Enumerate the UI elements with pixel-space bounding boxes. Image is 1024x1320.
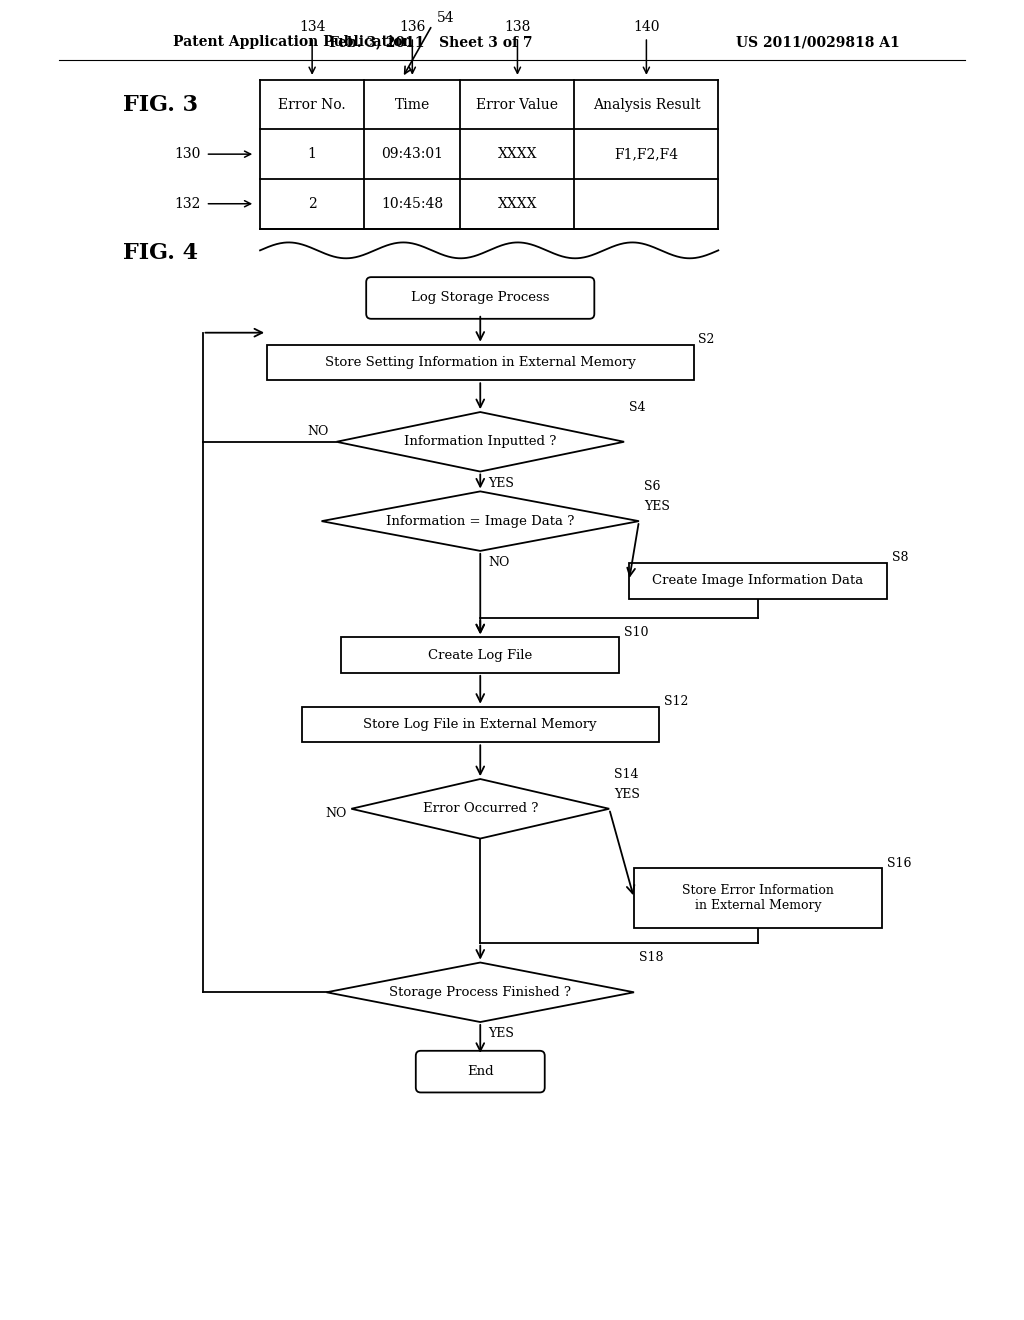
Text: 138: 138: [504, 20, 530, 34]
Text: S2: S2: [698, 333, 715, 346]
Text: F1,F2,F4: F1,F2,F4: [614, 147, 679, 161]
Text: Store Log File in External Memory: Store Log File in External Memory: [364, 718, 597, 731]
Polygon shape: [351, 779, 609, 838]
Text: NO: NO: [307, 425, 329, 438]
Text: Information Inputted ?: Information Inputted ?: [404, 436, 556, 449]
Text: Feb. 3, 2011   Sheet 3 of 7: Feb. 3, 2011 Sheet 3 of 7: [329, 36, 532, 49]
FancyBboxPatch shape: [367, 277, 594, 319]
Text: FIG. 3: FIG. 3: [123, 94, 199, 116]
Bar: [267, 345, 693, 380]
Text: S4: S4: [629, 400, 645, 413]
Text: 136: 136: [399, 20, 426, 34]
Text: XXXX: XXXX: [498, 197, 538, 211]
Text: YES: YES: [488, 478, 514, 491]
Text: S10: S10: [624, 626, 648, 639]
Text: Error No.: Error No.: [279, 98, 346, 112]
Text: 134: 134: [299, 20, 326, 34]
Text: Error Occurred ?: Error Occurred ?: [423, 803, 538, 816]
Text: Store Error Information
in External Memory: Store Error Information in External Memo…: [682, 884, 834, 912]
Text: 10:45:48: 10:45:48: [381, 197, 443, 211]
Text: Patent Application Publication: Patent Application Publication: [173, 36, 413, 49]
Text: Storage Process Finished ?: Storage Process Finished ?: [389, 986, 571, 999]
Text: 130: 130: [174, 147, 201, 161]
Text: S14: S14: [614, 767, 639, 780]
Bar: [634, 869, 882, 928]
Text: Create Log File: Create Log File: [428, 648, 532, 661]
Text: Create Image Information Data: Create Image Information Data: [652, 574, 863, 587]
Text: NO: NO: [325, 808, 346, 820]
Text: 132: 132: [174, 197, 201, 211]
Bar: [629, 562, 887, 598]
Text: 54: 54: [437, 12, 455, 25]
Text: Time: Time: [394, 98, 430, 112]
FancyBboxPatch shape: [416, 1051, 545, 1093]
Polygon shape: [327, 962, 634, 1022]
Text: S16: S16: [887, 857, 911, 870]
Text: 2: 2: [308, 197, 316, 211]
Text: S12: S12: [664, 696, 688, 708]
Text: Error Value: Error Value: [476, 98, 558, 112]
Text: NO: NO: [488, 556, 510, 569]
Bar: [302, 706, 658, 742]
Text: YES: YES: [614, 788, 640, 801]
Text: FIG. 4: FIG. 4: [123, 243, 199, 264]
Polygon shape: [337, 412, 624, 471]
Text: S18: S18: [639, 950, 664, 964]
Text: S8: S8: [892, 552, 908, 565]
Text: 09:43:01: 09:43:01: [381, 147, 443, 161]
Polygon shape: [322, 491, 639, 550]
Text: Store Setting Information in External Memory: Store Setting Information in External Me…: [325, 356, 636, 370]
Text: XXXX: XXXX: [498, 147, 538, 161]
Text: YES: YES: [488, 1027, 514, 1040]
Text: Analysis Result: Analysis Result: [593, 98, 700, 112]
Bar: [341, 638, 620, 673]
Text: End: End: [467, 1065, 494, 1078]
Text: S6: S6: [644, 480, 660, 492]
Text: US 2011/0029818 A1: US 2011/0029818 A1: [735, 36, 899, 49]
Text: 1: 1: [307, 147, 316, 161]
Text: Log Storage Process: Log Storage Process: [411, 292, 550, 305]
Text: Information = Image Data ?: Information = Image Data ?: [386, 515, 574, 528]
Text: YES: YES: [644, 500, 670, 513]
Text: 140: 140: [633, 20, 659, 34]
